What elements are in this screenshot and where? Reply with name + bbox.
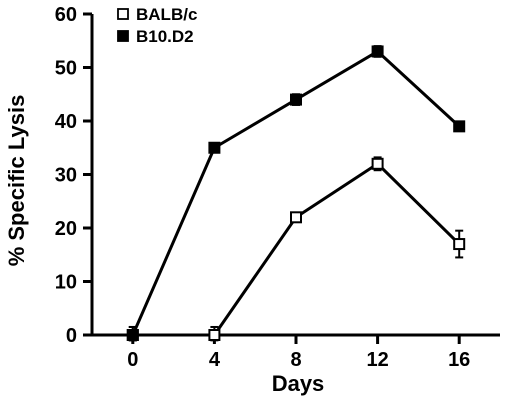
legend-label: B10.D2	[136, 27, 194, 46]
data-point	[453, 238, 466, 251]
data-point	[208, 329, 221, 341]
x-axis-label: Days	[272, 371, 325, 396]
legend-marker	[117, 30, 129, 42]
series-0	[126, 156, 466, 342]
y-tick-label: 20	[55, 218, 77, 240]
y-tick-label: 10	[55, 272, 77, 294]
legend-label: BALB/c	[136, 5, 197, 24]
y-tick-label: 60	[55, 4, 77, 26]
y-tick-label: 0	[66, 325, 77, 347]
x-tick-label: 4	[209, 349, 221, 371]
x-tick-label: 0	[127, 349, 138, 371]
y-tick-label: 40	[55, 111, 77, 133]
x-tick-label: 16	[448, 349, 470, 371]
legend: BALB/c B10.D2	[117, 5, 197, 46]
series-line	[132, 162, 461, 337]
data-point	[126, 329, 139, 341]
data-point	[290, 93, 302, 106]
data-point	[208, 141, 221, 154]
y-tick-label: 50	[55, 58, 77, 80]
axes: 0 10 20 30 40 50 60 0 4 8 12 16	[55, 4, 500, 371]
series-layer	[126, 45, 466, 342]
data-point	[453, 120, 466, 133]
y-tick-label: 30	[55, 165, 77, 187]
x-tick-label: 8	[290, 349, 301, 371]
data-point	[371, 157, 384, 170]
legend-marker	[117, 8, 129, 20]
series-1	[126, 45, 466, 342]
x-tick-label: 12	[366, 349, 388, 371]
y-axis-label: % Specific Lysis	[4, 95, 29, 267]
data-point	[371, 45, 384, 58]
data-point	[290, 211, 302, 224]
